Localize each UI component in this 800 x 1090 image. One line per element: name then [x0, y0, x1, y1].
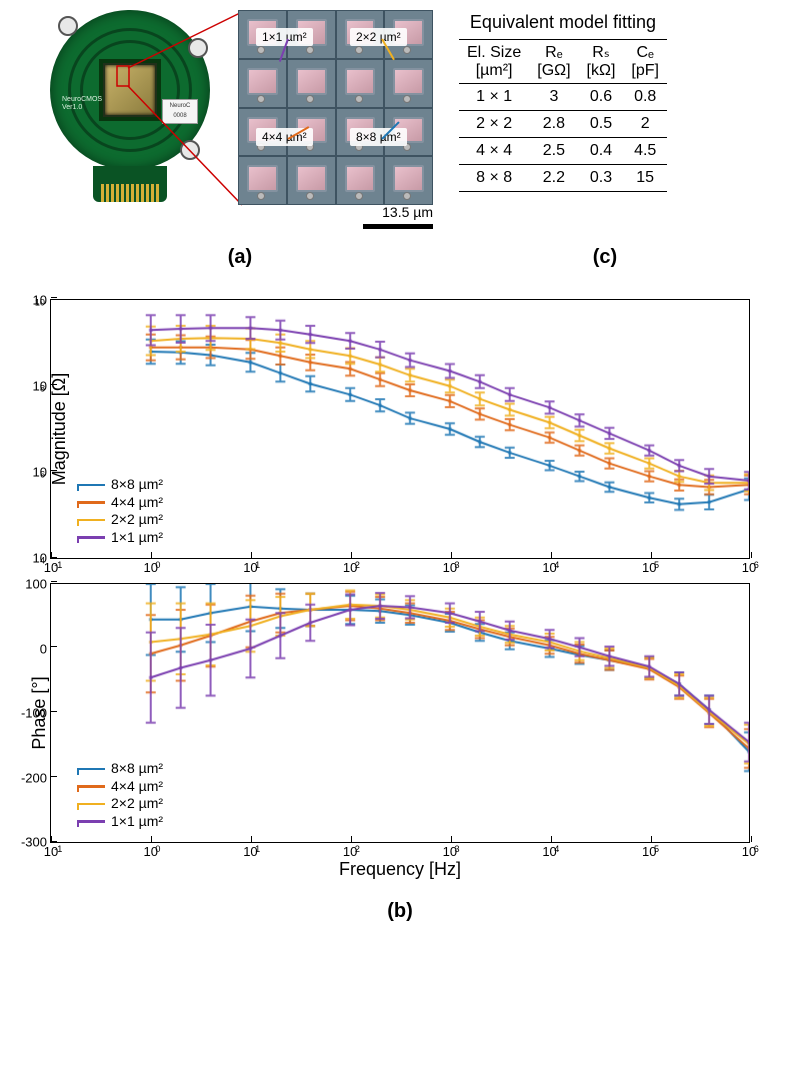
table-cell: 0.6	[579, 84, 624, 111]
y-tick-label: 108	[33, 379, 47, 394]
legend-item: 2×2 µm²	[77, 511, 163, 529]
micrograph-size-tag: 2×2 µm²	[350, 28, 407, 46]
legend-item: 1×1 µm²	[77, 529, 163, 547]
table-cell: 2 × 2	[459, 111, 529, 138]
legend-item: 8×8 µm²	[77, 476, 163, 494]
table-header: Rₑ[GΩ]	[529, 40, 578, 84]
x-tick-label: 106	[742, 844, 756, 859]
table-cell: 1 × 1	[459, 84, 529, 111]
x-tick-label: 101	[243, 844, 257, 859]
top-row: NeuroCMOS Ver1.0 NeuroC 0008	[40, 10, 770, 210]
table-cell: 0.8	[623, 84, 667, 111]
mag-y-label: Magnitude [Ω]	[49, 373, 70, 486]
table-header: Cₑ[pF]	[623, 40, 667, 84]
table-header: El. Size[µm²]	[459, 40, 529, 84]
pcb-photo: NeuroCMOS Ver1.0 NeuroC 0008	[40, 10, 220, 210]
table-cell: 2.5	[529, 138, 578, 165]
panel-b-label: (b)	[30, 900, 770, 923]
x-tick-label: 102	[343, 844, 357, 859]
table-row: 2 × 22.80.52	[459, 111, 667, 138]
x-tick-label: 100	[143, 560, 157, 575]
micrograph-wrap: 1×1 µm²2×2 µm²4×4 µm²8×8 µm² 13.5 µm	[238, 10, 433, 205]
x-axis-label: Frequency [Hz]	[30, 859, 770, 880]
table-cell: 2.2	[529, 165, 578, 192]
table-cell: 0.4	[579, 138, 624, 165]
panel-a-label: (a)	[40, 246, 440, 269]
table-cell: 0.3	[579, 165, 624, 192]
x-tick-label: 106	[742, 560, 756, 575]
x-tick-label: 102	[343, 560, 357, 575]
y-tick-label: 1010	[33, 293, 47, 308]
table-cell: 0.5	[579, 111, 624, 138]
top-panel-labels: (a) (c)	[40, 246, 770, 269]
x-tick-label: 104	[542, 560, 556, 575]
table-cell: 3	[529, 84, 578, 111]
x-tick-label: 105	[642, 844, 656, 859]
table-cell: 4 × 4	[459, 138, 529, 165]
fitting-table: Equivalent model fitting El. Size[µm²]Rₑ…	[459, 10, 667, 192]
legend-item: 4×4 µm²	[77, 494, 163, 512]
x-tick-label: 103	[443, 560, 457, 575]
micrograph: 1×1 µm²2×2 µm²4×4 µm²8×8 µm²	[238, 10, 433, 205]
panel-c-label: (c)	[440, 246, 770, 269]
phase-legend: 8×8 µm²4×4 µm²2×2 µm²1×1 µm²	[73, 758, 167, 832]
legend-item: 8×8 µm²	[77, 760, 163, 778]
x-tick-label: 103	[443, 844, 457, 859]
phase-plot: Phase [°] 8×8 µm²4×4 µm²2×2 µm²1×1 µm² 1…	[50, 583, 750, 843]
y-tick-label: 106	[33, 465, 47, 480]
table-title: Equivalent model fitting	[459, 10, 667, 40]
pcb-silk-bottom: Ver1.0	[62, 104, 82, 111]
legend-item: 4×4 µm²	[77, 778, 163, 796]
y-tick-label: -200	[21, 770, 47, 785]
pcb-silk-top: NeuroCMOS	[62, 96, 102, 103]
micrograph-size-tag: 8×8 µm²	[350, 128, 407, 146]
table-row: 4 × 42.50.44.5	[459, 138, 667, 165]
y-tick-label: 104	[33, 551, 47, 566]
figure-root: NeuroCMOS Ver1.0 NeuroC 0008	[0, 0, 800, 1090]
table-cell: 4.5	[623, 138, 667, 165]
x-tick-label: 104	[542, 844, 556, 859]
y-tick-label: -300	[21, 835, 47, 850]
mag-legend: 8×8 µm²4×4 µm²2×2 µm²1×1 µm²	[73, 474, 167, 548]
panel-b: Magnitude [Ω] 8×8 µm²4×4 µm²2×2 µm²1×1 µ…	[30, 299, 770, 923]
table-cell: 2	[623, 111, 667, 138]
y-tick-label: -100	[21, 706, 47, 721]
legend-item: 2×2 µm²	[77, 795, 163, 813]
scale-bar: 13.5 µm	[363, 204, 433, 229]
magnitude-plot: Magnitude [Ω] 8×8 µm²4×4 µm²2×2 µm²1×1 µ…	[50, 299, 750, 559]
table-row: 8 × 82.20.315	[459, 165, 667, 192]
table-cell: 15	[623, 165, 667, 192]
x-tick-label: 101	[243, 560, 257, 575]
y-tick-label: 100	[25, 577, 47, 592]
panel-c: Equivalent model fitting El. Size[µm²]Rₑ…	[451, 10, 667, 192]
table-row: 1 × 130.60.8	[459, 84, 667, 111]
table-header: Rₛ[kΩ]	[579, 40, 624, 84]
legend-item: 1×1 µm²	[77, 813, 163, 831]
table-cell: 8 × 8	[459, 165, 529, 192]
table-cell: 2.8	[529, 111, 578, 138]
x-tick-label: 100	[143, 844, 157, 859]
x-tick-label: 105	[642, 560, 656, 575]
y-tick-label: 0	[40, 641, 47, 656]
